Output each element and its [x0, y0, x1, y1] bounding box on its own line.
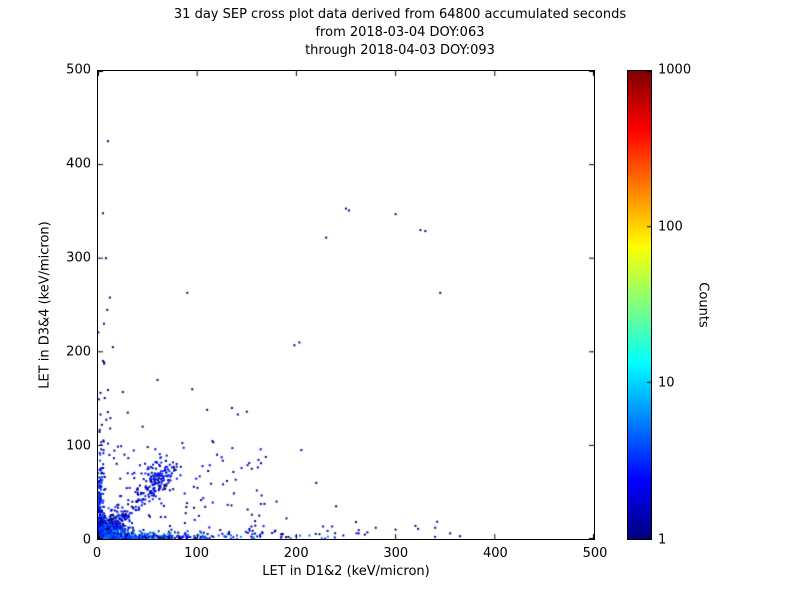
scatter-canvas: [98, 71, 594, 539]
y-tick-label: 200: [66, 344, 91, 360]
x-tick-label: 400: [482, 546, 508, 561]
colorbar-tick-label: 10: [658, 375, 675, 391]
y-tick-label: 500: [66, 62, 91, 78]
colorbar-gradient-canvas: [628, 71, 651, 539]
chart-title-line1: 31 day SEP cross plot data derived from …: [173, 7, 627, 22]
x-tick-label: 300: [383, 546, 409, 561]
y-tick-label: 300: [66, 250, 91, 266]
x-tick-label: 200: [283, 546, 309, 561]
x-tick-label: 100: [184, 546, 210, 561]
y-tick-label: 0: [82, 532, 91, 548]
colorbar-tick-label: 1: [658, 532, 667, 548]
y-tick-label: 100: [66, 438, 91, 454]
x-tick-label: 500: [582, 546, 608, 561]
chart-title: 31 day SEP cross plot data derived from …: [0, 6, 800, 60]
chart-title-line2: from 2018-03-04 DOY:063: [315, 25, 485, 40]
plot-area: [97, 70, 595, 540]
y-tick-label: 400: [66, 156, 91, 172]
y-axis-label: LET in D3&4 (keV/micron): [37, 221, 53, 389]
colorbar-label: Counts: [695, 282, 711, 328]
colorbar-tick-label: 1000: [658, 62, 692, 78]
chart-title-line3: through 2018-04-03 DOY:093: [305, 43, 495, 58]
colorbar: [627, 70, 652, 540]
x-axis-label: LET in D1&2 (keV/micron): [262, 564, 430, 579]
x-tick-label: 0: [92, 546, 102, 561]
colorbar-tick-label: 100: [658, 219, 683, 235]
